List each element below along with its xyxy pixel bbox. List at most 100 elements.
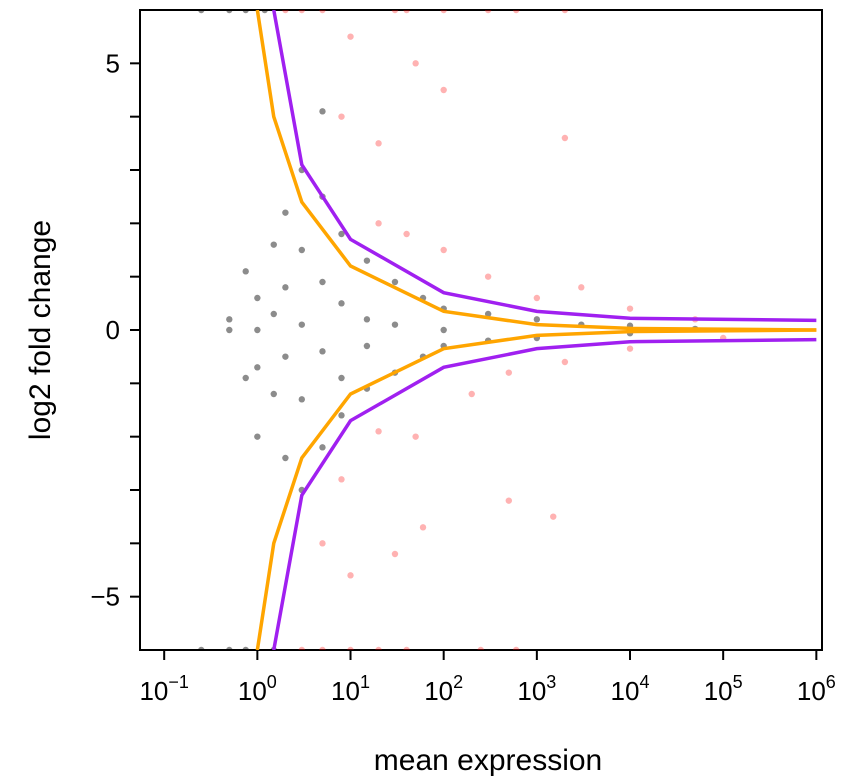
curve xyxy=(255,10,817,332)
point xyxy=(298,396,306,403)
point xyxy=(391,321,399,328)
point xyxy=(270,310,277,318)
point xyxy=(626,305,634,312)
point xyxy=(403,10,410,14)
point xyxy=(440,246,447,254)
point xyxy=(484,310,492,318)
point xyxy=(298,246,306,254)
tick-base: 10 xyxy=(238,676,267,706)
point xyxy=(363,316,371,323)
point xyxy=(440,86,447,94)
point xyxy=(375,646,382,650)
point xyxy=(338,476,345,483)
tick-exponent: 1 xyxy=(360,672,370,692)
point xyxy=(254,364,261,371)
point xyxy=(512,10,520,14)
point xyxy=(561,134,569,142)
tick-base: 10 xyxy=(424,676,453,706)
y-tick-label: −5 xyxy=(90,582,120,612)
point xyxy=(319,278,326,286)
point xyxy=(505,369,513,376)
curve xyxy=(255,328,817,650)
point xyxy=(242,646,249,650)
curve xyxy=(272,337,817,650)
tick-exponent: 6 xyxy=(826,672,836,692)
point xyxy=(319,646,326,650)
point xyxy=(347,572,354,579)
tick-exponent: 5 xyxy=(733,672,743,692)
point xyxy=(226,326,233,334)
tick-base: 10 xyxy=(797,676,826,706)
point xyxy=(270,390,277,398)
tick-exponent: 2 xyxy=(453,672,463,692)
point xyxy=(484,10,492,14)
point xyxy=(319,10,326,14)
x-tick-label: 106 xyxy=(797,672,836,706)
point xyxy=(242,10,249,14)
point xyxy=(550,513,557,520)
point xyxy=(391,550,399,558)
point xyxy=(561,10,569,14)
point xyxy=(198,646,205,650)
x-axis-label: mean expression xyxy=(374,744,602,777)
tick-exponent: 0 xyxy=(267,672,277,692)
x-tick-label: 103 xyxy=(517,672,556,706)
point xyxy=(226,316,233,323)
point xyxy=(391,278,399,286)
point xyxy=(242,268,249,275)
point xyxy=(319,108,326,115)
plot-area xyxy=(198,10,817,650)
point xyxy=(440,10,447,14)
point xyxy=(282,209,289,216)
point xyxy=(626,345,634,352)
y-axis-label: log2 fold change xyxy=(24,220,57,440)
point xyxy=(412,433,419,440)
point xyxy=(282,10,289,14)
y-tick-label: 5 xyxy=(106,48,120,78)
point xyxy=(533,316,541,323)
point xyxy=(198,10,205,14)
point xyxy=(261,10,268,14)
point xyxy=(363,257,371,264)
tick-exponent: 4 xyxy=(639,672,649,692)
point xyxy=(533,294,541,302)
point xyxy=(375,220,382,227)
tick-base: 10 xyxy=(139,676,168,706)
point xyxy=(282,284,289,291)
point xyxy=(561,358,569,366)
point xyxy=(484,273,492,280)
point xyxy=(338,412,345,419)
x-tick-label: 105 xyxy=(704,672,743,706)
y-tick-label: 0 xyxy=(106,315,120,345)
point xyxy=(254,294,261,302)
point xyxy=(254,326,261,334)
point xyxy=(512,646,520,650)
point xyxy=(319,444,326,451)
point xyxy=(298,10,306,14)
tick-base: 10 xyxy=(331,676,360,706)
point xyxy=(270,241,277,248)
point xyxy=(226,646,233,650)
point xyxy=(347,646,354,650)
point xyxy=(319,348,326,355)
point xyxy=(505,497,513,504)
point xyxy=(375,428,382,435)
point xyxy=(242,374,249,382)
point xyxy=(347,33,354,40)
point xyxy=(412,60,419,67)
point xyxy=(403,230,410,238)
curve xyxy=(272,10,817,323)
x-tick-label: 10−1 xyxy=(139,672,188,706)
point xyxy=(468,390,475,398)
x-tick-label: 104 xyxy=(611,672,650,706)
point xyxy=(254,433,261,440)
point xyxy=(298,646,306,650)
tick-base: 10 xyxy=(517,676,546,706)
point xyxy=(419,524,427,531)
point xyxy=(375,140,382,147)
tick-exponent: 3 xyxy=(546,672,556,692)
x-tick-label: 102 xyxy=(424,672,463,706)
point xyxy=(282,454,289,462)
point xyxy=(403,646,410,650)
